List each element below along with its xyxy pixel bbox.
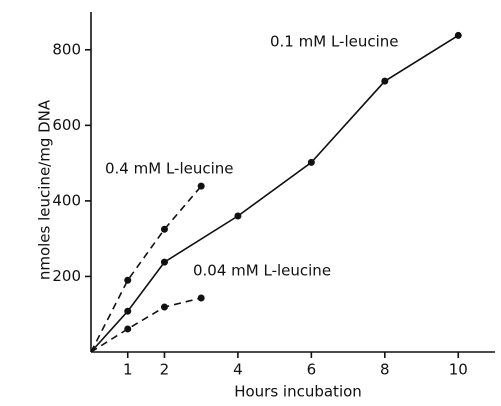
data-point	[124, 276, 132, 284]
data-point	[234, 212, 242, 220]
data-point	[160, 258, 168, 266]
data-point	[381, 77, 389, 85]
x-tick-label: 4	[233, 361, 243, 379]
y-tick-label: 600	[52, 116, 81, 134]
data-point	[454, 31, 462, 39]
data-point	[160, 225, 168, 233]
x-tick-label: 8	[380, 361, 390, 379]
series-line	[90, 297, 202, 353]
series-line	[90, 34, 459, 353]
data-point	[124, 325, 132, 333]
series-label: 0.04 mM L-leucine	[193, 262, 331, 280]
x-tick-label: 2	[160, 361, 170, 379]
series-label: 0.1 mM L-leucine	[270, 33, 399, 51]
x-tick-label: 10	[449, 361, 468, 379]
x-tick-label: 6	[307, 361, 317, 379]
series-line	[90, 185, 202, 353]
x-tick-label: 1	[123, 361, 133, 379]
y-tick-label: 400	[52, 191, 81, 209]
x-axis-label: Hours incubation	[234, 383, 362, 401]
data-point	[124, 307, 132, 315]
data-point	[197, 182, 205, 190]
y-axis-label: nmoles leucine/mg DNA	[36, 99, 54, 280]
data-point	[307, 158, 315, 166]
data-point	[197, 294, 205, 302]
series-label: 0.4 mM L-leucine	[105, 160, 234, 178]
data-point	[160, 303, 168, 311]
y-tick-label: 200	[52, 267, 81, 285]
y-tick-label: 800	[52, 40, 81, 58]
